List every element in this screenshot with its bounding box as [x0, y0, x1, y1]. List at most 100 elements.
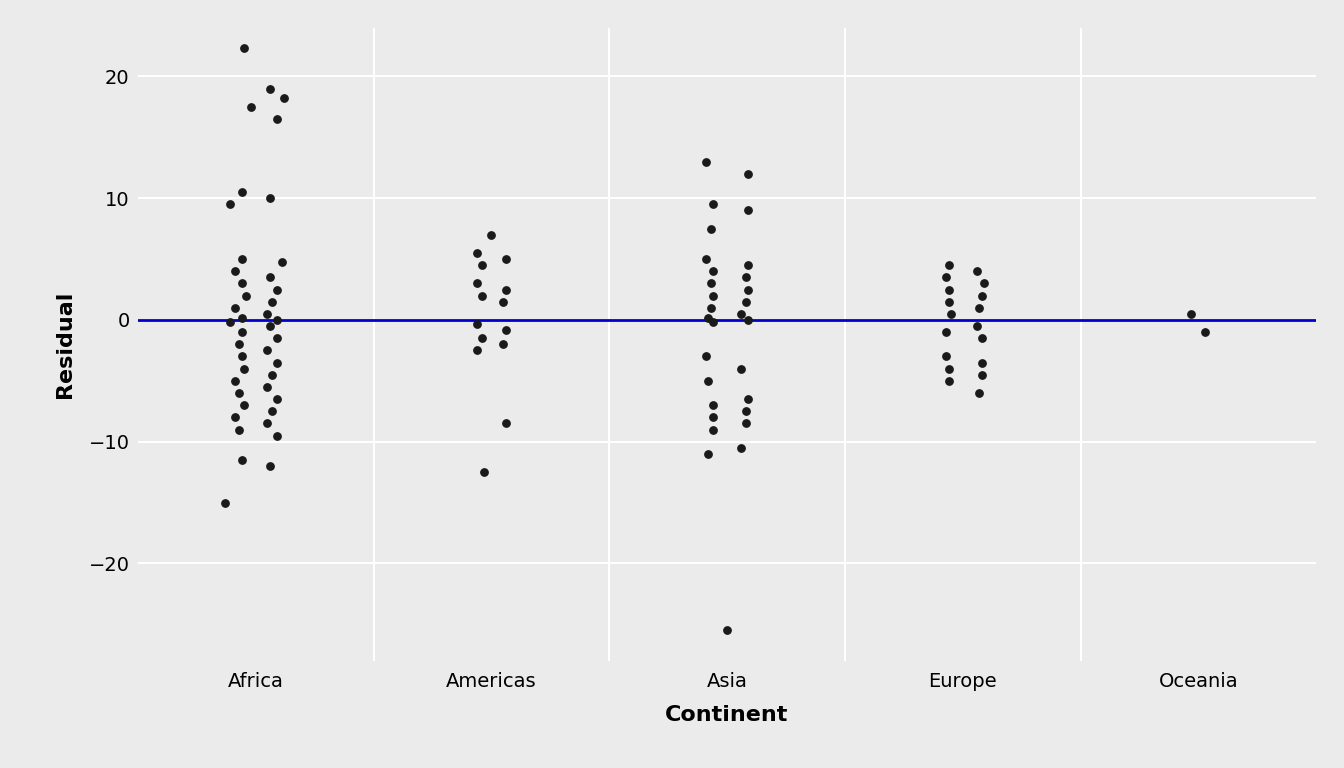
Point — [935, 271, 957, 283]
Point — [935, 326, 957, 338]
Point — [702, 399, 723, 412]
Point — [233, 42, 254, 55]
Point — [738, 314, 759, 326]
Point — [700, 277, 722, 290]
Point — [266, 429, 288, 442]
Point — [702, 423, 723, 435]
Point — [738, 393, 759, 406]
Point — [495, 417, 516, 429]
X-axis label: Continent: Continent — [665, 705, 789, 725]
Point — [219, 316, 241, 329]
Point — [466, 277, 488, 290]
Point — [257, 344, 278, 356]
Point — [231, 326, 253, 338]
Point — [241, 101, 262, 113]
Point — [266, 314, 288, 326]
Point — [228, 387, 250, 399]
Point — [966, 320, 988, 333]
Point — [259, 82, 281, 94]
Point — [219, 198, 241, 210]
Point — [228, 338, 250, 350]
Point — [695, 253, 716, 265]
Point — [938, 283, 960, 296]
Point — [700, 223, 722, 235]
Point — [738, 167, 759, 180]
Point — [257, 417, 278, 429]
Point — [698, 311, 719, 323]
Point — [472, 290, 493, 302]
Point — [495, 283, 516, 296]
Point — [466, 344, 488, 356]
Point — [941, 308, 962, 320]
Point — [702, 265, 723, 277]
Point — [223, 375, 245, 387]
Point — [266, 113, 288, 125]
Point — [492, 296, 513, 308]
Point — [938, 362, 960, 375]
Point — [1195, 326, 1216, 338]
Point — [223, 411, 245, 423]
Point — [481, 229, 503, 241]
Point — [1180, 308, 1202, 320]
Point — [228, 423, 250, 435]
Point — [495, 323, 516, 336]
Point — [730, 308, 751, 320]
Point — [233, 399, 254, 412]
Point — [698, 448, 719, 460]
Point — [938, 375, 960, 387]
Point — [702, 411, 723, 423]
Point — [735, 271, 757, 283]
Point — [466, 247, 488, 259]
Point — [473, 466, 495, 478]
Point — [716, 624, 738, 637]
Point — [262, 406, 284, 418]
Point — [266, 393, 288, 406]
Point — [492, 338, 513, 350]
Point — [495, 253, 516, 265]
Point — [231, 253, 253, 265]
Point — [698, 375, 719, 387]
Point — [259, 192, 281, 204]
Point — [223, 265, 245, 277]
Point — [966, 265, 988, 277]
Point — [259, 320, 281, 333]
Point — [271, 256, 293, 268]
Point — [735, 296, 757, 308]
Point — [702, 198, 723, 210]
Point — [466, 317, 488, 329]
Point — [938, 259, 960, 271]
Point — [257, 308, 278, 320]
Point — [938, 296, 960, 308]
Point — [472, 259, 493, 271]
Point — [970, 356, 992, 369]
Point — [266, 356, 288, 369]
Point — [738, 283, 759, 296]
Point — [973, 277, 995, 290]
Point — [233, 362, 254, 375]
Point — [266, 332, 288, 344]
Point — [935, 350, 957, 362]
Point — [969, 302, 991, 314]
Point — [235, 290, 257, 302]
Point — [231, 186, 253, 198]
Point — [472, 332, 493, 344]
Point — [231, 277, 253, 290]
Point — [695, 350, 716, 362]
Point — [970, 369, 992, 381]
Point — [969, 387, 991, 399]
Point — [695, 156, 716, 168]
Point — [259, 271, 281, 283]
Point — [257, 381, 278, 393]
Point — [259, 460, 281, 472]
Point — [231, 311, 253, 323]
Point — [266, 283, 288, 296]
Point — [273, 92, 294, 104]
Point — [262, 369, 284, 381]
Point — [223, 302, 245, 314]
Point — [735, 406, 757, 418]
Point — [738, 204, 759, 217]
Point — [702, 290, 723, 302]
Point — [262, 296, 284, 308]
Point — [970, 290, 992, 302]
Point — [730, 362, 751, 375]
